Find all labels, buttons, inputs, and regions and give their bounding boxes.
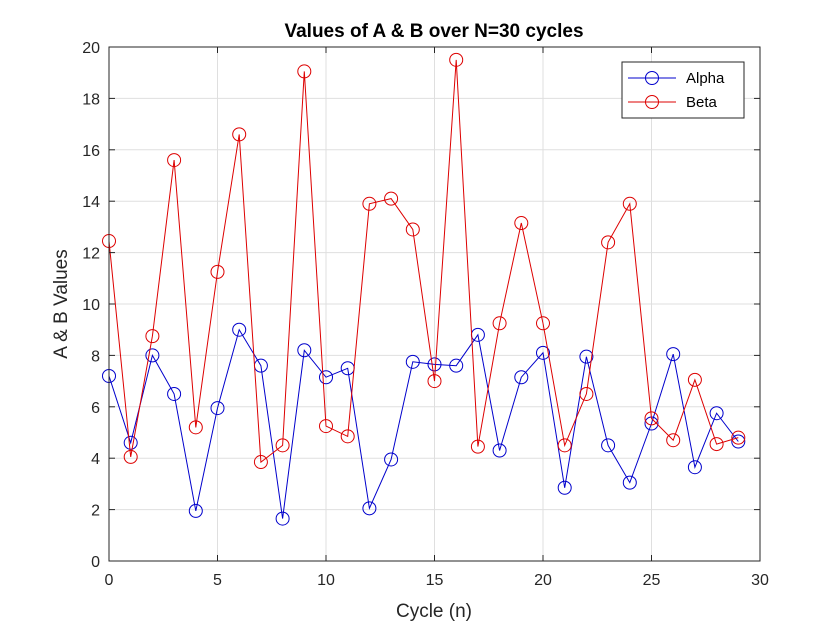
x-axis-label: Cycle (n)	[396, 601, 472, 622]
y-tick-label: 20	[82, 40, 100, 57]
x-tick-label: 0	[105, 572, 114, 589]
y-tick-label: 0	[91, 554, 100, 571]
data-point-alpha	[579, 349, 594, 364]
data-point-alpha	[319, 370, 333, 385]
data-point-alpha	[536, 345, 550, 360]
data-point-beta	[297, 64, 312, 79]
x-tick-label: 5	[213, 572, 222, 589]
data-point-beta	[167, 153, 182, 168]
y-tick-label: 12	[82, 246, 100, 263]
data-point-beta	[123, 449, 138, 464]
y-axis-label: A & B Values	[51, 249, 72, 359]
y-tick-label: 6	[91, 400, 100, 417]
series-line-alpha	[108, 328, 739, 519]
data-point-beta	[644, 411, 659, 426]
data-point-beta	[362, 196, 377, 211]
x-tick-label: 25	[643, 572, 661, 589]
x-tick-label: 10	[317, 572, 335, 589]
legend-marker-beta	[645, 95, 659, 109]
data-point-alpha	[362, 501, 377, 516]
data-point-alpha	[449, 358, 464, 373]
data-point-alpha	[687, 460, 702, 475]
data-point-beta	[514, 216, 529, 231]
data-point-alpha	[514, 370, 529, 385]
y-tick-label: 16	[82, 143, 100, 160]
data-point-beta	[340, 429, 355, 444]
data-point-alpha	[167, 386, 182, 401]
data-point-beta	[492, 316, 507, 331]
data-point-beta	[405, 222, 420, 237]
data-point-alpha	[492, 443, 507, 458]
data-point-beta	[622, 196, 637, 211]
x-tick-label: 20	[534, 572, 552, 589]
y-tick-label: 18	[82, 91, 100, 108]
data-point-alpha	[297, 343, 312, 358]
data-point-alpha	[123, 435, 138, 450]
y-tick-label: 2	[91, 503, 100, 520]
data-point-beta	[470, 439, 485, 454]
y-tick-label: 8	[91, 348, 100, 365]
tick-labels: 0 5 10 15 20 25 30 0 2 4 6 8 10 12 14 16 18 20	[82, 40, 769, 589]
data-point-beta	[145, 329, 160, 344]
data-point-beta	[275, 438, 290, 453]
data-point-beta	[579, 386, 594, 401]
data-point-alpha	[405, 354, 420, 369]
data-point-beta	[601, 235, 616, 250]
data-point-alpha	[188, 503, 203, 518]
legend-marker-alpha	[645, 71, 659, 85]
data-point-beta	[253, 455, 268, 470]
data-point-beta	[687, 372, 702, 387]
data-point-alpha	[232, 322, 247, 337]
data-point-alpha	[601, 438, 616, 453]
data-point-beta	[666, 433, 681, 448]
legend-label-beta: Beta	[686, 94, 718, 111]
y-tick-label: 10	[82, 297, 100, 314]
legend-box	[621, 61, 745, 119]
x-tick-label: 30	[751, 572, 769, 589]
data-point-beta	[427, 374, 442, 389]
data-point-alpha	[666, 347, 681, 362]
data-point-alpha	[275, 511, 290, 526]
data-point-alpha	[427, 357, 442, 372]
data-point-beta	[210, 264, 225, 279]
data-point-alpha	[709, 406, 724, 421]
series-line-beta	[108, 59, 739, 464]
data-point-beta	[449, 52, 464, 67]
chart-title: Values of A & B over N=30 cycles	[284, 21, 583, 42]
data-point-alpha	[210, 401, 225, 416]
series-alpha	[102, 322, 746, 526]
data-point-beta	[709, 437, 724, 452]
legend: Alpha Beta	[621, 61, 745, 119]
series-layer	[102, 52, 746, 526]
y-tick-label: 4	[91, 451, 100, 468]
y-tick-label: 14	[82, 194, 100, 211]
data-point-beta	[557, 438, 572, 453]
x-tick-label: 15	[426, 572, 444, 589]
series-beta	[102, 52, 746, 470]
data-point-beta	[536, 316, 550, 331]
data-point-alpha	[384, 452, 399, 467]
ticks	[108, 46, 761, 562]
legend-label-alpha: Alpha	[686, 70, 725, 87]
data-point-beta	[232, 127, 247, 142]
data-point-alpha	[557, 480, 572, 495]
data-point-beta	[384, 191, 399, 206]
data-point-beta	[731, 430, 746, 445]
data-point-alpha	[622, 475, 637, 490]
data-point-beta	[188, 420, 203, 435]
data-point-alpha	[145, 348, 160, 363]
data-point-alpha	[731, 434, 746, 449]
data-point-beta	[319, 419, 333, 434]
